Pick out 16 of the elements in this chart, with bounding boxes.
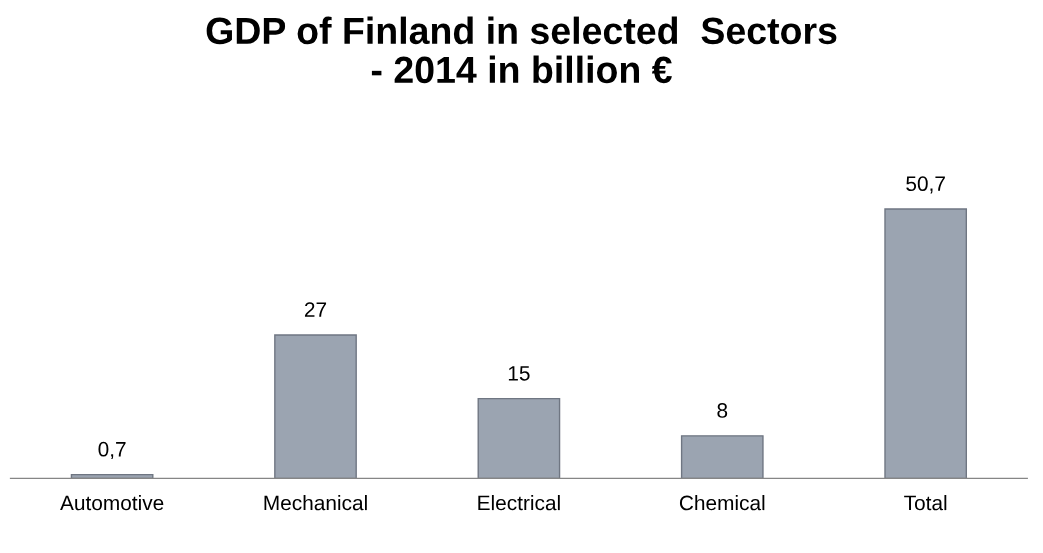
data-label: 0,7 [98, 441, 126, 460]
data-label: 15 [508, 366, 530, 381]
data-label: 50,7 [906, 176, 945, 194]
x-tick-label: Automotive [60, 495, 164, 511]
x-tick-label: Chemical [679, 495, 765, 511]
x-tick-label: Mechanical [264, 495, 367, 511]
bar [274, 334, 357, 479]
chart-title: GDP of Finland in selected Sectors - 2014 in billion € [206, 16, 837, 84]
bar [680, 435, 764, 479]
data-label: 8 [717, 403, 728, 418]
x-tick-label: Electrical [478, 495, 560, 511]
bar [477, 397, 561, 479]
x-tick-label: Total [904, 495, 947, 511]
bar [70, 473, 154, 479]
bar [884, 208, 968, 479]
data-label: 27 [304, 302, 327, 317]
